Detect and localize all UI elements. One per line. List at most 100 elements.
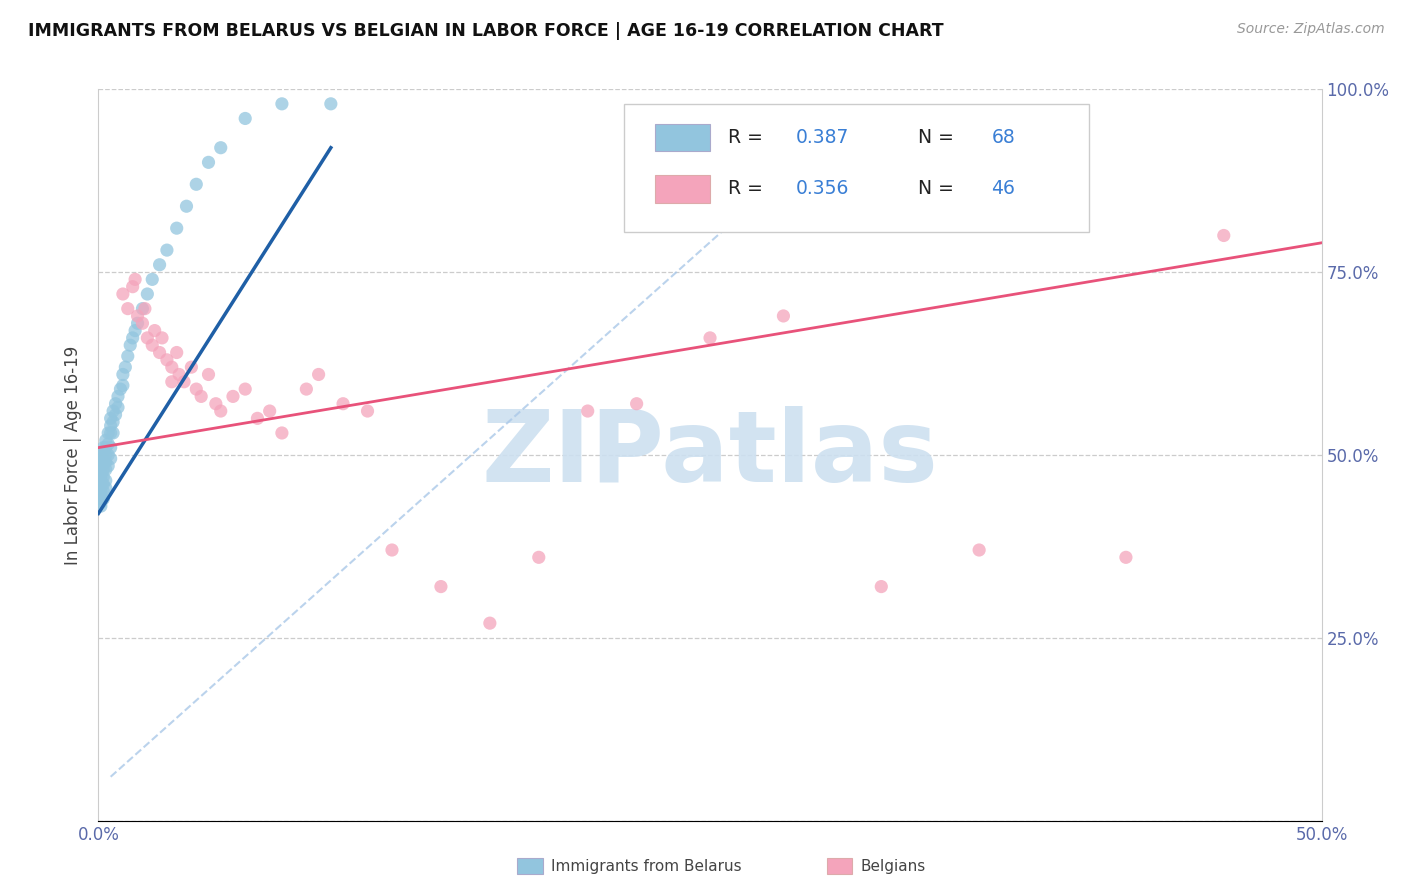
Point	[259, 404, 281, 418]
Point	[94, 462, 117, 476]
Point	[101, 404, 124, 418]
Text: 0.356: 0.356	[796, 179, 849, 198]
Point	[141, 272, 163, 286]
Point	[209, 141, 232, 155]
Point	[233, 112, 256, 126]
Point	[101, 425, 124, 440]
Point	[156, 352, 179, 367]
Point	[121, 279, 143, 293]
Point	[131, 316, 153, 330]
Point	[107, 401, 129, 415]
Point	[91, 455, 114, 469]
Point	[150, 331, 173, 345]
Point	[197, 155, 219, 169]
Point	[222, 389, 245, 403]
Point	[111, 368, 134, 382]
Point	[94, 481, 117, 495]
FancyBboxPatch shape	[655, 175, 710, 202]
Point	[124, 324, 146, 338]
Point	[149, 345, 172, 359]
Point	[149, 258, 172, 272]
Point	[111, 378, 134, 392]
Point	[97, 458, 120, 473]
Point	[166, 345, 188, 359]
FancyBboxPatch shape	[624, 103, 1090, 232]
Point	[107, 389, 129, 403]
Text: R =: R =	[728, 128, 769, 147]
Point	[233, 382, 256, 396]
Point	[104, 397, 127, 411]
Point	[91, 441, 114, 455]
Point	[90, 488, 112, 502]
Point	[381, 543, 404, 558]
Text: 46: 46	[991, 179, 1015, 198]
Point	[90, 455, 112, 469]
Text: N =: N =	[905, 179, 960, 198]
Point	[110, 382, 132, 396]
Point	[94, 474, 117, 488]
Point	[626, 397, 648, 411]
Point	[94, 448, 117, 462]
Point	[967, 543, 990, 558]
Text: Belgians: Belgians	[860, 859, 925, 873]
Point	[124, 272, 146, 286]
Point	[141, 338, 163, 352]
Point	[332, 397, 354, 411]
Point	[120, 338, 142, 352]
Point	[356, 404, 378, 418]
Point	[104, 408, 127, 422]
Point	[209, 404, 232, 418]
Point	[117, 349, 139, 363]
Point	[91, 444, 114, 458]
Text: 0.387: 0.387	[796, 128, 849, 147]
Point	[160, 360, 183, 375]
Text: 68: 68	[991, 128, 1015, 147]
Point	[166, 221, 188, 235]
Point	[1115, 550, 1137, 565]
Point	[90, 451, 112, 466]
Point	[134, 301, 156, 316]
Point	[699, 331, 721, 345]
Point	[91, 477, 114, 491]
Point	[197, 368, 219, 382]
Point	[90, 491, 112, 506]
Point	[90, 484, 112, 499]
Point	[100, 418, 122, 433]
Point	[117, 301, 139, 316]
Point	[576, 404, 599, 418]
Point	[870, 580, 893, 594]
Point	[160, 375, 183, 389]
Point	[1261, 68, 1284, 82]
Point	[90, 477, 112, 491]
Point	[90, 466, 112, 480]
Point	[167, 368, 190, 382]
Point	[90, 458, 112, 473]
Text: Source: ZipAtlas.com: Source: ZipAtlas.com	[1237, 22, 1385, 37]
Point	[143, 324, 166, 338]
Point	[97, 437, 120, 451]
Text: IMMIGRANTS FROM BELARUS VS BELGIAN IN LABOR FORCE | AGE 16-19 CORRELATION CHART: IMMIGRANTS FROM BELARUS VS BELGIAN IN LA…	[28, 22, 943, 40]
Point	[127, 316, 149, 330]
Point	[136, 287, 159, 301]
Y-axis label: In Labor Force | Age 16-19: In Labor Force | Age 16-19	[65, 345, 83, 565]
Point	[173, 375, 195, 389]
Point	[478, 616, 501, 631]
Point	[94, 455, 117, 469]
Point	[176, 199, 198, 213]
Point	[180, 360, 202, 375]
Point	[190, 389, 212, 403]
Point	[90, 448, 112, 462]
Text: R =: R =	[728, 179, 769, 198]
Point	[205, 397, 228, 411]
Point	[94, 441, 117, 455]
Point	[270, 425, 294, 440]
Point	[90, 462, 112, 476]
Point	[772, 309, 794, 323]
Point	[100, 411, 122, 425]
Text: ZIPatlas: ZIPatlas	[482, 407, 938, 503]
Point	[246, 411, 269, 425]
Point	[121, 331, 143, 345]
Point	[97, 425, 120, 440]
Point	[186, 178, 208, 192]
Point	[91, 491, 114, 506]
